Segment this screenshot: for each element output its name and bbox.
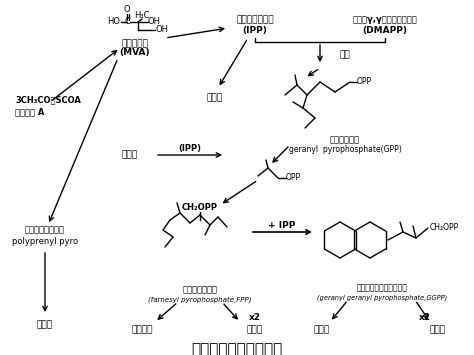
Text: 聚合: 聚合 xyxy=(340,50,351,60)
Text: x2: x2 xyxy=(419,313,431,322)
Text: O: O xyxy=(124,5,130,15)
Text: H₃C: H₃C xyxy=(134,11,150,21)
Text: (DMAPP): (DMAPP) xyxy=(363,26,408,34)
Text: geranyl  pyrophosphate(GPP): geranyl pyrophosphate(GPP) xyxy=(289,146,401,154)
Text: 多萜类: 多萜类 xyxy=(37,321,53,329)
Text: OPP: OPP xyxy=(357,77,372,87)
Text: + IPP: + IPP xyxy=(268,220,296,229)
Text: polyprenyl pyro: polyprenyl pyro xyxy=(12,237,78,246)
Text: 乙酰辅酶 A: 乙酰辅酶 A xyxy=(15,108,45,116)
Text: OH: OH xyxy=(155,26,168,34)
Text: (IPP): (IPP) xyxy=(179,143,201,153)
Text: 焦磷酸香叶醇基香叶醇酯: 焦磷酸香叶醇基香叶醇酯 xyxy=(356,284,408,293)
Text: 焦磷酸异戊烯酯: 焦磷酸异戊烯酯 xyxy=(236,16,274,24)
Text: 二萜类: 二萜类 xyxy=(314,326,330,334)
Text: C: C xyxy=(124,17,130,27)
Text: 四萜类: 四萜类 xyxy=(430,326,446,334)
Text: 焦磷酸γ,γ－二甲基丙烯酯: 焦磷酸γ,γ－二甲基丙烯酯 xyxy=(353,16,418,24)
Text: OPP: OPP xyxy=(286,174,301,182)
Text: (IPP): (IPP) xyxy=(243,26,267,34)
Text: 焦磷酸金合欢酯: 焦磷酸金合欢酯 xyxy=(182,285,218,295)
Text: 3CH₃CO－SCOA: 3CH₃CO－SCOA xyxy=(15,95,81,104)
Text: 三萜类: 三萜类 xyxy=(247,326,263,334)
Text: 焦磷酸多聚戊烯酯: 焦磷酸多聚戊烯酯 xyxy=(25,225,65,235)
Text: (farnesyl pyrophosphate,FPP): (farnesyl pyrophosphate,FPP) xyxy=(148,297,252,303)
Text: OH: OH xyxy=(148,17,161,27)
Text: 焦磷酸香叶酯: 焦磷酸香叶酯 xyxy=(330,136,360,144)
Text: HO: HO xyxy=(107,17,120,27)
Text: (MVA): (MVA) xyxy=(120,49,150,58)
Text: x2: x2 xyxy=(249,313,261,322)
Text: 甲戊二羟酸: 甲戊二羟酸 xyxy=(121,39,148,49)
Text: 萜类化合物的生源途径: 萜类化合物的生源途径 xyxy=(191,343,283,355)
Text: 半萜类: 半萜类 xyxy=(207,93,223,103)
Text: 倍半萜类: 倍半萜类 xyxy=(131,326,153,334)
Text: (geranyl geranyl pyrophosphate,GGPP): (geranyl geranyl pyrophosphate,GGPP) xyxy=(317,295,447,301)
Text: CH₂OPP: CH₂OPP xyxy=(182,203,218,213)
Text: CH₂OPP: CH₂OPP xyxy=(430,224,459,233)
Text: 单萜类: 单萜类 xyxy=(122,151,138,159)
